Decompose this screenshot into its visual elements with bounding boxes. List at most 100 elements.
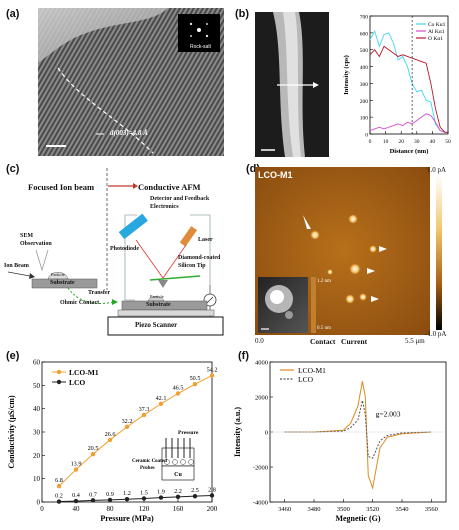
y-tick-label: -4000 — [253, 500, 268, 507]
label-transfer: Transfer — [88, 290, 111, 296]
data-point — [209, 373, 215, 378]
data-point — [90, 498, 96, 503]
data-point — [141, 496, 147, 501]
inset-text-2: Probes — [140, 466, 155, 471]
y-tick-label: -2000 — [253, 465, 268, 472]
y-axis-label: Intensity (a.u.) — [233, 407, 242, 457]
panel-d-colorbar — [436, 175, 442, 330]
label-detector: Detector and Feedback Electronics — [150, 196, 210, 210]
legend-label: LCO-M1 — [298, 366, 326, 375]
x-axis-label: Megnetic (G) — [335, 514, 380, 523]
x-tick-label: 40 — [73, 505, 81, 513]
data-label: 2.5 — [191, 487, 199, 494]
data-point — [175, 391, 181, 396]
data-point — [107, 497, 113, 503]
data-point — [209, 493, 215, 498]
label-tip: Diamond-coated Silicon Tip — [178, 255, 221, 269]
panel-c-title-right: Conductive AFM — [138, 182, 201, 192]
x-axis-label: Distance (nm) — [390, 148, 429, 155]
data-point — [73, 498, 79, 504]
inset-particle — [164, 459, 170, 465]
data-point — [56, 483, 62, 489]
data-label: 6.8 — [55, 477, 63, 484]
y-tick-label: 60 — [33, 359, 41, 367]
data-label: 0.9 — [106, 491, 114, 498]
inset-particle — [188, 459, 194, 465]
panel-f-chart: 3460 3480 3500 3520 3540 3560 -4000 -2000 0 2000 4… — [233, 360, 447, 523]
panel-b-label: (b) — [235, 8, 250, 20]
inset-particle — [172, 459, 178, 465]
data-label: 13.9 — [71, 461, 82, 468]
panel-d-sample: LCO-M1 — [258, 170, 293, 180]
x-tick-label: 50 — [445, 139, 451, 145]
legend-marker — [56, 369, 62, 375]
panel-d-inset-bottom: 0.5 nm — [317, 326, 331, 331]
label-particle2: Particle — [150, 294, 164, 299]
panel-b-chart: 0 10 20 30 40 500100200300400500600700Distanc… — [343, 15, 451, 156]
y-tick-label: 10 — [33, 475, 41, 483]
label-substrate2: Substrate — [146, 302, 171, 308]
data-label: 37.3 — [139, 406, 150, 413]
x-tick-label: 200 — [207, 505, 218, 513]
series-line-lco — [58, 494, 213, 503]
panel-e-chart: 0 40 80 120 160 200 0 10 20 30 40 50 60 Pressure (MPa… — [7, 359, 218, 524]
inset-cu-block — [161, 465, 195, 481]
label-sem: SEM Observation — [20, 233, 52, 247]
data-label: 42.1 — [156, 395, 167, 402]
y-tick-label: 500 — [360, 48, 369, 54]
panel-c-label: (c) — [6, 163, 20, 175]
label-substrate1: Substrate — [50, 280, 75, 286]
label-ohmic: Ohmic Contact — [60, 300, 100, 306]
y-tick-label: 40 — [33, 405, 41, 413]
y-tick-label: 30 — [33, 429, 41, 437]
series-line-co-k-1 — [369, 30, 448, 133]
label-piezo: Piezo Scanner — [135, 321, 178, 329]
data-label: 1.2 — [123, 490, 131, 497]
y-tick-label: 0 — [265, 430, 268, 437]
data-point — [107, 437, 113, 443]
legend-label: Co Kα1 — [428, 22, 446, 28]
panel-d-x-start: 0.0 — [255, 337, 264, 345]
inset-particle — [180, 459, 186, 465]
y-tick-label: 300 — [360, 82, 369, 88]
panel-d-afm-map — [255, 167, 430, 335]
data-point — [90, 451, 96, 457]
data-label: 54.2 — [207, 367, 218, 374]
x-tick-label: 0 — [369, 139, 372, 145]
y-axis-label: Intensity (cps) — [343, 55, 350, 95]
panel-b-stem-image — [255, 12, 329, 157]
data-label: 32.2 — [122, 418, 133, 425]
panel-d-xlabel: Contact Current — [310, 337, 368, 346]
y-tick-label: 0 — [37, 499, 41, 507]
data-label: 0.4 — [72, 492, 80, 499]
y-tick-label: 0 — [365, 133, 368, 139]
data-label: 0.7 — [89, 491, 97, 498]
label-photodiode: Photodiode — [110, 246, 140, 252]
data-label: 2.2 — [174, 488, 182, 495]
x-tick-label: 3500 — [337, 506, 350, 513]
panel-a-tem-image — [38, 8, 224, 156]
legend-label: LCO-M1 — [69, 368, 99, 377]
x-tick-label: 3520 — [366, 506, 379, 513]
data-label: 0.2 — [55, 493, 63, 500]
series-line-al-k-1 — [369, 113, 448, 133]
data-point — [158, 495, 164, 500]
y-tick-label: 100 — [360, 116, 369, 122]
x-tick-label: 3560 — [425, 506, 438, 513]
y-tick-label: 50 — [33, 382, 41, 390]
inset-text-1: Ceramic Coated — [132, 459, 167, 464]
data-point — [56, 499, 62, 504]
data-label: 1.5 — [140, 490, 148, 497]
data-point — [124, 424, 130, 430]
panel-d-x-end: 5.5 μm — [405, 337, 425, 345]
x-tick-label: 30 — [414, 139, 420, 145]
label-particle1: Particle — [51, 272, 65, 277]
panel-a-d-spacing: d(003)=4.8 Å — [110, 129, 148, 137]
x-tick-label: 120 — [139, 505, 150, 513]
x-tick-label: 3480 — [308, 506, 321, 513]
panel-c-schematic — [7, 168, 224, 336]
data-point — [141, 412, 147, 418]
data-point — [192, 381, 198, 387]
panel-a-inset-label: Rock-salt — [190, 44, 211, 50]
panel-d-inset-top: 1.2 nm — [317, 279, 331, 284]
